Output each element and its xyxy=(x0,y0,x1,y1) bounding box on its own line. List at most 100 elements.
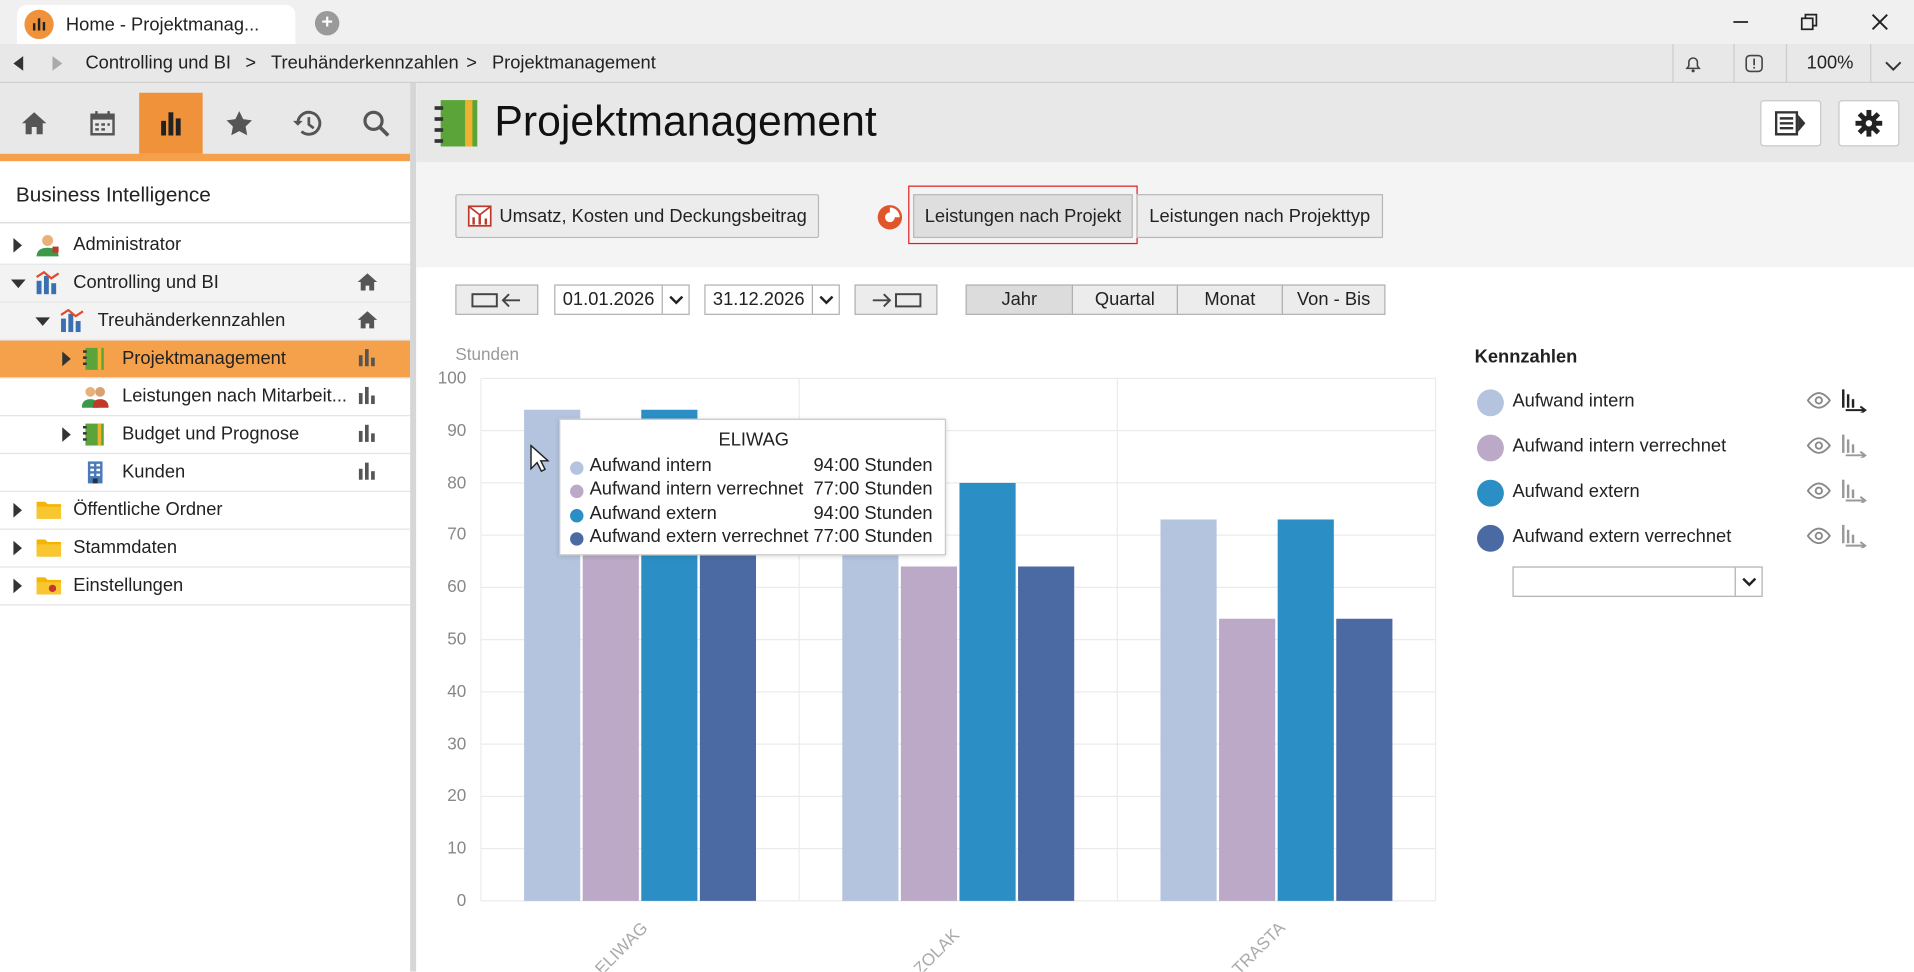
divider xyxy=(1870,43,1872,84)
bar-zolak-1[interactable] xyxy=(900,566,958,901)
period-monat-button[interactable]: Monat xyxy=(1176,284,1283,315)
date-to-field[interactable]: 31.12.2026 xyxy=(704,284,840,315)
breadcrumb-item-0[interactable]: Controlling und BI xyxy=(85,52,232,74)
kennzahl-select[interactable] xyxy=(1512,566,1763,597)
home-icon[interactable] xyxy=(356,310,378,332)
bar-zolak-3[interactable] xyxy=(1018,566,1075,901)
sidebar-toggle-button[interactable] xyxy=(1760,100,1822,147)
chart-icon[interactable] xyxy=(139,92,203,154)
sidebar-resize-handle[interactable] xyxy=(410,83,417,972)
tooltip-name: Aufwand intern verrechnet xyxy=(589,478,804,500)
tab-leistungen-projekttyp[interactable]: Leistungen nach Projekttyp xyxy=(1136,194,1384,239)
chevron-down-icon[interactable] xyxy=(1885,56,1902,78)
gear-button[interactable] xyxy=(1838,100,1900,147)
bar-trasta-1[interactable] xyxy=(1219,618,1276,901)
back-arrow-icon[interactable] xyxy=(10,55,27,78)
eye-icon[interactable] xyxy=(1806,392,1831,415)
home-icon[interactable] xyxy=(356,272,378,294)
tab-leistungen-projekt[interactable]: Leistungen nach Projekt xyxy=(913,194,1133,239)
main-header: Projektmanagement xyxy=(416,83,1914,163)
tooltip-dot-3 xyxy=(570,532,584,546)
expand-arrow-icon[interactable] xyxy=(62,427,71,442)
sidebar-title: Business Intelligence xyxy=(15,183,211,207)
expand-arrow-icon[interactable] xyxy=(13,578,22,594)
bar-chart-icon[interactable] xyxy=(356,386,378,408)
sort-icon[interactable] xyxy=(1841,433,1868,464)
tree-item-kunden[interactable]: Kunden xyxy=(0,454,411,492)
y-tick-label: 60 xyxy=(447,576,467,596)
arrow-left-icon xyxy=(471,292,521,307)
bar-eliwag-3[interactable] xyxy=(699,498,757,901)
restore-button[interactable] xyxy=(1792,7,1826,36)
new-tab-button[interactable]: + xyxy=(314,10,340,36)
y-tick-label: 70 xyxy=(447,524,467,544)
kennzahl-item: Aufwand extern verrechnet xyxy=(1475,521,1878,555)
star-icon[interactable] xyxy=(208,93,271,154)
home-icon[interactable] xyxy=(2,93,65,154)
eye-icon[interactable] xyxy=(1806,482,1831,505)
alert-icon[interactable] xyxy=(1744,54,1764,80)
collapse-arrow-icon[interactable] xyxy=(35,317,51,326)
breadcrumb-item-1[interactable]: Treuhänderkennzahlen xyxy=(270,52,459,74)
bar-chart-icon[interactable] xyxy=(356,424,378,446)
next-period-button[interactable] xyxy=(854,284,938,315)
tree-item-projektmanagement[interactable]: Projektmanagement xyxy=(0,340,411,379)
bar-chart-icon[interactable] xyxy=(356,461,378,483)
tooltip-name: Aufwand extern verrechnet xyxy=(589,526,809,547)
close-window-button[interactable] xyxy=(1863,7,1897,36)
period-jahr-button[interactable]: Jahr xyxy=(965,284,1073,315)
bar-eliwag-1[interactable] xyxy=(582,498,639,901)
tree-item-treuhaenderkennzahlen[interactable]: Treuhänderkennzahlen xyxy=(0,302,411,341)
eye-icon[interactable] xyxy=(1806,527,1831,550)
sort-icon[interactable] xyxy=(1841,388,1868,419)
search-icon[interactable] xyxy=(344,93,407,154)
chevron-down-icon[interactable] xyxy=(1734,567,1762,596)
bi-chart-icon xyxy=(35,270,60,295)
period-von-bis-button[interactable]: Von - Bis xyxy=(1281,284,1386,315)
expand-arrow-icon[interactable] xyxy=(13,540,22,556)
date-from-field[interactable]: 01.01.2026 xyxy=(554,284,690,315)
y-axis-label: Stunden xyxy=(455,344,520,364)
chevron-down-icon[interactable] xyxy=(661,285,689,314)
tab-title: Home - Projektmanag... xyxy=(65,14,260,35)
history-icon[interactable] xyxy=(276,93,339,154)
tree-item-budget-prognose[interactable]: Budget und Prognose xyxy=(0,416,411,455)
collapse-arrow-icon[interactable] xyxy=(10,279,26,289)
tree-item-einstellungen[interactable]: Einstellungen xyxy=(0,568,411,606)
bar-trasta-2[interactable] xyxy=(1277,519,1334,901)
expand-arrow-icon[interactable] xyxy=(62,351,71,367)
tooltip-value: 94:00 Stunden xyxy=(813,455,933,477)
tooltip-row: Aufwand intern 94:00 Stunden xyxy=(570,455,936,479)
tree-item-administrator[interactable]: Administrator xyxy=(0,227,411,265)
y-tick-label: 10 xyxy=(447,837,467,858)
tooltip-dot-1 xyxy=(570,484,584,499)
chevron-down-icon[interactable] xyxy=(811,285,839,314)
breadcrumb-item-2[interactable]: Projektmanagement xyxy=(491,52,656,74)
forward-arrow-icon[interactable] xyxy=(49,55,66,78)
calendar-icon[interactable] xyxy=(71,93,134,154)
tree-item-controlling[interactable]: Controlling und BI xyxy=(0,264,411,303)
bar-zolak-0[interactable] xyxy=(842,509,899,901)
expand-arrow-icon[interactable] xyxy=(13,502,22,518)
bar-zolak-2[interactable] xyxy=(959,482,1016,901)
tree-item-oeffentliche-ordner[interactable]: Öffentliche Ordner xyxy=(0,492,411,530)
tab-umsatz-kosten[interactable]: Umsatz, Kosten und Deckungsbeitrag xyxy=(455,194,820,239)
bell-icon[interactable] xyxy=(1683,54,1703,80)
expand-arrow-icon[interactable] xyxy=(13,238,22,253)
tree-item-label: Budget und Prognose xyxy=(122,423,300,445)
arrow-right-icon xyxy=(872,292,922,307)
bar-trasta-3[interactable] xyxy=(1336,618,1393,901)
previous-period-button[interactable] xyxy=(455,284,539,315)
eye-icon[interactable] xyxy=(1806,437,1831,460)
tree-item-stammdaten[interactable]: Stammdaten xyxy=(0,530,411,568)
minimize-button[interactable] xyxy=(1724,7,1758,36)
tree-item-leistungen-mitarbeiter[interactable]: Leistungen nach Mitarbeit... xyxy=(0,378,411,417)
sort-icon[interactable] xyxy=(1841,479,1868,510)
mouse-cursor-icon xyxy=(530,443,551,479)
browser-tab[interactable]: Home - Projektmanag... xyxy=(17,4,296,44)
bar-chart-icon[interactable] xyxy=(356,348,378,370)
bar-trasta-0[interactable] xyxy=(1160,519,1217,901)
sort-icon[interactable] xyxy=(1841,524,1868,555)
zoom-level[interactable]: 100% xyxy=(1806,52,1854,74)
